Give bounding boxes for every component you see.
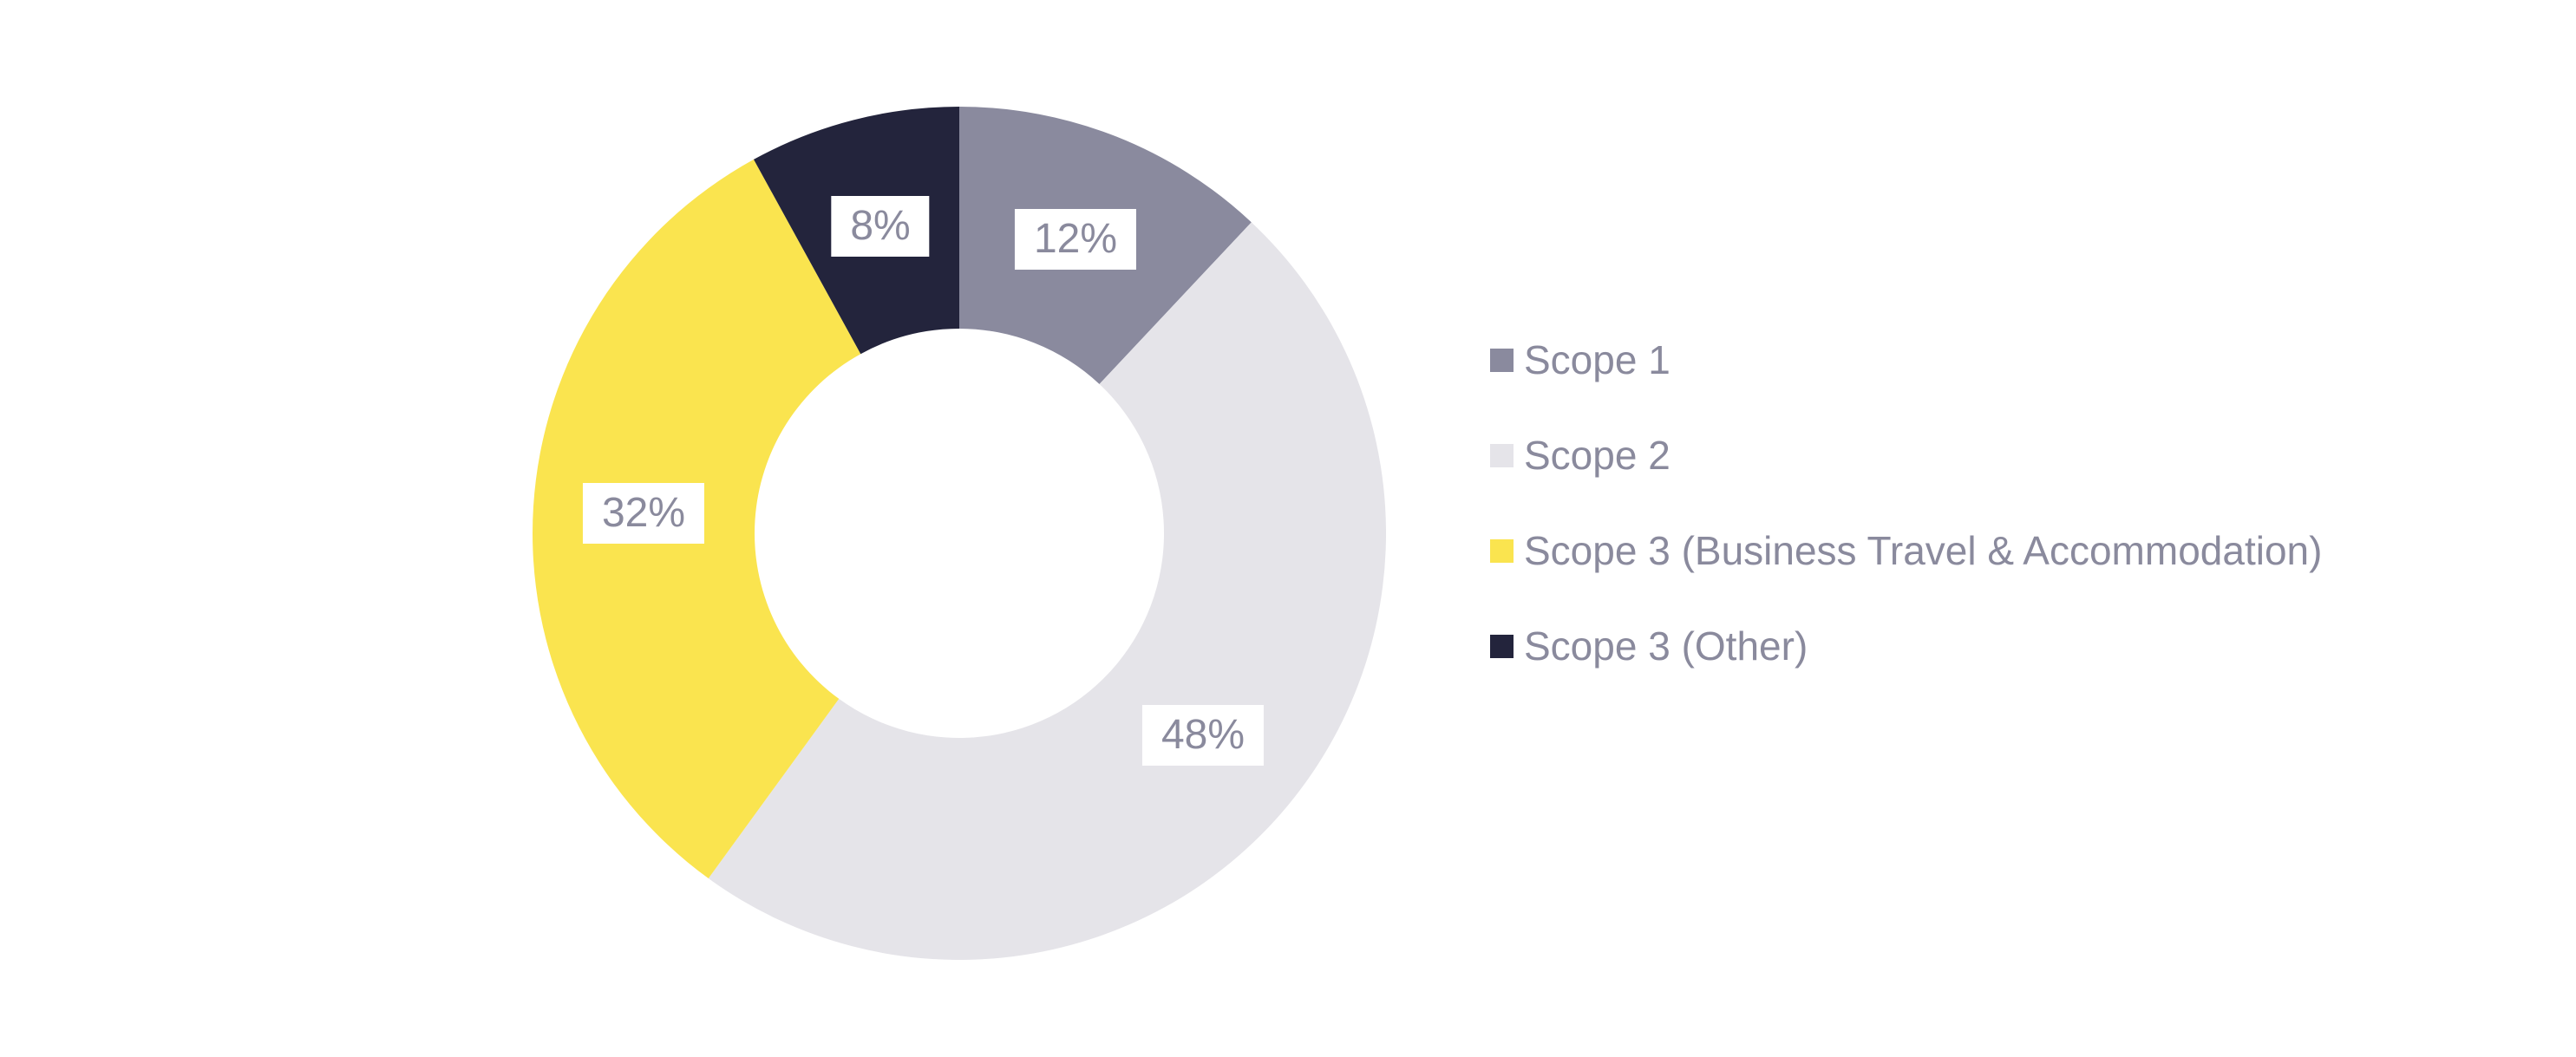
legend-label: Scope 3 (Other) (1524, 623, 1808, 669)
legend-marker-icon (1490, 634, 1514, 658)
donut-slice-scope-2[interactable] (708, 222, 1387, 961)
legend-marker-icon (1490, 443, 1514, 467)
legend-item-scope-2[interactable]: Scope 2 (1490, 428, 2322, 482)
slice-label-scope-1: 12% (1014, 209, 1137, 270)
slice-label-scope-3-business-travel-accommodation: 32% (582, 483, 705, 544)
legend-marker-icon (1490, 538, 1514, 563)
legend-item-scope-3-business-travel-accommodation[interactable]: Scope 3 (Business Travel & Accommodation… (1490, 524, 2322, 577)
slice-label-scope-2: 48% (1141, 705, 1265, 766)
legend-item-scope-1[interactable]: Scope 1 (1490, 333, 2322, 387)
slice-label-scope-3-other: 8% (831, 196, 930, 257)
legend-label: Scope 2 (1524, 433, 1670, 478)
legend-label: Scope 1 (1524, 337, 1670, 382)
legend-label: Scope 3 (Business Travel & Accommodation… (1524, 528, 2323, 573)
legend-item-scope-3-other[interactable]: Scope 3 (Other) (1490, 619, 2322, 673)
legend-marker-icon (1490, 348, 1514, 372)
chart-legend: Scope 1 Scope 2 Scope 3 (Business Travel &… (1490, 333, 2322, 673)
